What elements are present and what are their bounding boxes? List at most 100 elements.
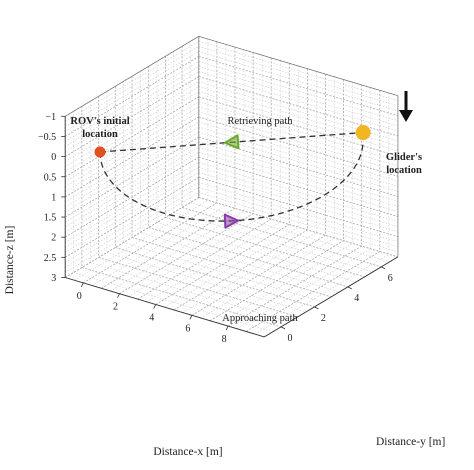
back-wall-grid-line <box>65 81 199 162</box>
x-tick-mark <box>153 304 157 309</box>
y-axis-line <box>264 256 399 338</box>
rov-location-label-line1: ROV's initial <box>70 116 129 127</box>
glider-location-marker <box>355 125 371 141</box>
y-tick-label: 4 <box>354 293 359 304</box>
top-edge-line <box>65 35 199 117</box>
back-wall-grid-line <box>65 146 199 228</box>
retrieving-path-label: Retrieving path <box>227 116 293 127</box>
floor-grid-line <box>110 210 245 292</box>
y-tick-mark <box>280 326 286 330</box>
floor-grid-line <box>98 257 298 318</box>
z-tick-label: 0.5 <box>44 172 57 183</box>
back-wall-grid-line <box>65 187 199 268</box>
back-wall-grid-line <box>65 66 199 147</box>
axis-frame <box>61 35 399 338</box>
y-axis-label: Distance-y [m] <box>376 436 445 448</box>
approaching-path-arrow-fill <box>224 214 239 228</box>
floor-grid-line <box>218 243 353 324</box>
right-wall-grid-line <box>198 56 399 117</box>
z-tick-label: 0 <box>51 152 56 163</box>
back-wall-grid-line <box>65 172 199 253</box>
marker-layer <box>94 125 371 158</box>
floor-grid-line <box>155 224 290 305</box>
back-wall-grid-line <box>64 156 200 238</box>
floor-grid-line <box>92 205 227 286</box>
z-tick-label: 1 <box>51 192 56 203</box>
floor-grid-line <box>164 226 299 308</box>
back-wall-grid-line <box>65 71 199 152</box>
floor-grid-line <box>200 237 335 319</box>
y-tick-mark <box>314 306 319 310</box>
back-wall-grid-line <box>65 131 199 213</box>
z-tick-label: 3 <box>51 273 56 284</box>
z-axis-label: Distance-z [m] <box>4 226 16 295</box>
x-tick-mark <box>117 293 120 298</box>
x-tick-label: 6 <box>185 323 190 334</box>
back-wall-grid-line <box>65 167 199 248</box>
x-axis-label: Distance-x [m] <box>153 446 222 458</box>
back-wall-grid-line <box>65 111 199 193</box>
retrieving-path-arrow-fill <box>225 135 239 149</box>
x-tick-label: 0 <box>77 291 82 302</box>
floor-grid-line <box>236 248 371 330</box>
right-wall-grid-line <box>198 197 399 258</box>
back-wall-grid-line <box>65 192 199 273</box>
back-wall-grid-line <box>65 61 199 142</box>
floor-grid-line <box>131 237 332 298</box>
back-wall-grid-line <box>64 96 200 178</box>
x-tick-mark <box>80 282 84 288</box>
back-wall-grid-line <box>65 91 199 172</box>
floor-grid-line <box>190 202 390 263</box>
y-tick-label: 2 <box>321 313 326 324</box>
y-tick-label: 0 <box>288 333 293 344</box>
top-edge-line <box>198 35 399 97</box>
series-layer <box>99 131 364 229</box>
back-wall-grid-line <box>65 151 199 233</box>
right-wall-grid-line <box>198 96 399 157</box>
x-axis-line <box>65 277 265 338</box>
right-wall-grid-line <box>198 51 398 112</box>
floor-grid-line <box>101 207 236 289</box>
glider-location-label-line1: Glider's <box>386 152 422 163</box>
right-wall-grid-line <box>198 116 399 177</box>
back-wall-grid-line <box>64 136 200 218</box>
back-wall-grid-line <box>65 121 199 203</box>
grid-lines <box>64 35 399 338</box>
right-wall-grid-line <box>198 41 398 102</box>
y-tick-mark <box>347 286 352 290</box>
floor-grid-line <box>123 242 323 303</box>
z-tick-label: 2 <box>51 233 56 244</box>
x-tick-label: 2 <box>113 302 118 313</box>
back-wall-grid-line <box>65 41 199 122</box>
back-wall-grid-line <box>64 197 200 278</box>
z-tick-label: −0.5 <box>38 132 56 143</box>
floor-grid-line <box>245 251 381 332</box>
z-tick-label: −1 <box>46 112 57 123</box>
z-tick-label: 2.5 <box>44 253 57 264</box>
glider-location-label-line2: location <box>386 165 422 176</box>
rov-initial-location-marker <box>94 146 106 158</box>
down-arrow-icon <box>399 91 413 122</box>
back-wall-grid-line <box>64 177 200 258</box>
x-tick-label: 8 <box>222 334 227 345</box>
back-wall-grid-line <box>65 161 199 243</box>
floor-grid-line <box>115 247 315 308</box>
floor-grid-line <box>81 267 282 328</box>
floor-grid-line <box>181 207 382 268</box>
back-wall-grid-line <box>64 76 200 157</box>
floor-grid-line <box>165 217 365 278</box>
floor-grid-line <box>182 232 317 313</box>
back-wall-grid-line <box>64 116 200 198</box>
floor-grid-line <box>156 222 357 283</box>
back-wall-grid-line <box>65 86 199 167</box>
x-tick-label: 4 <box>149 313 154 324</box>
right-wall-grid-line <box>198 176 399 238</box>
back-wall-grid-line <box>65 141 199 223</box>
back-wall-grid-line <box>65 106 199 188</box>
y-tick-label: 6 <box>388 273 393 284</box>
back-wall-grid-line <box>65 101 199 183</box>
back-wall-grid-line <box>65 46 199 127</box>
back-wall-grid-line <box>64 56 200 137</box>
